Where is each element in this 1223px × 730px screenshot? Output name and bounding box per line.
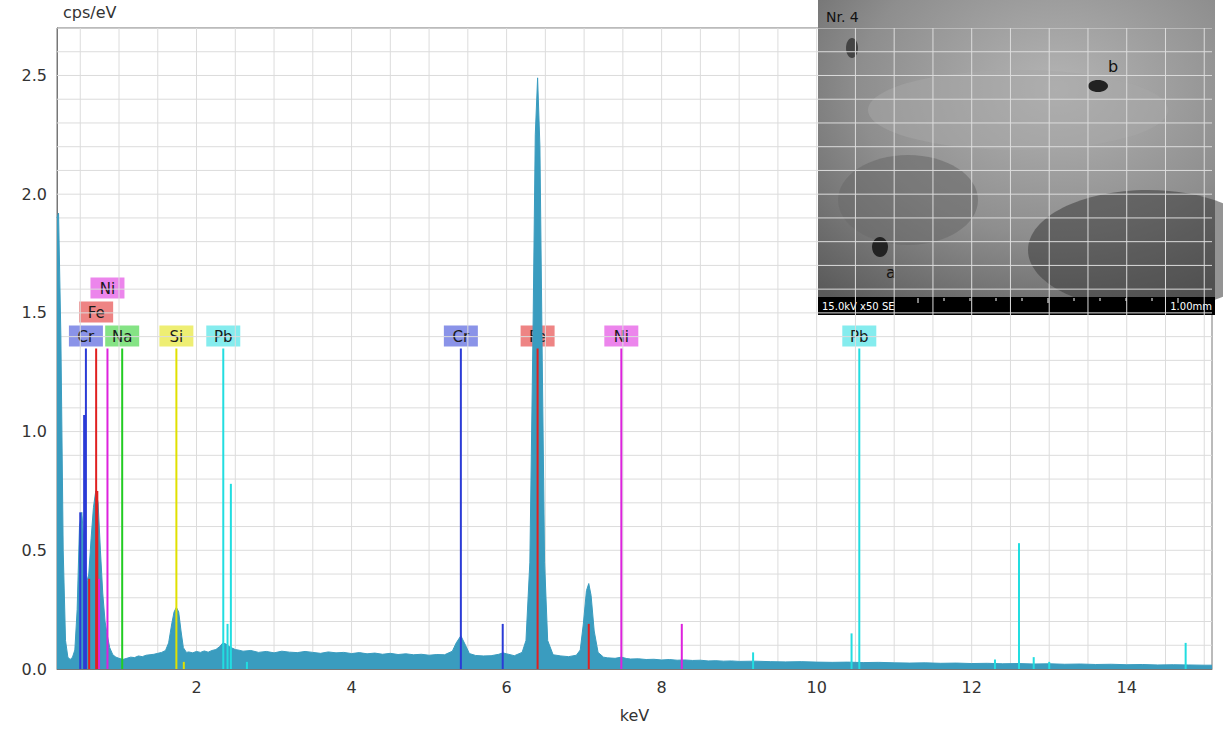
svg-text:Pb: Pb <box>214 327 233 346</box>
svg-text:b: b <box>1108 57 1118 76</box>
svg-text:Si: Si <box>169 327 184 346</box>
svg-text:10: 10 <box>806 678 826 697</box>
svg-text:8: 8 <box>657 678 667 697</box>
svg-text:Ni: Ni <box>613 327 629 346</box>
svg-text:4: 4 <box>346 678 356 697</box>
svg-text:2: 2 <box>191 678 201 697</box>
svg-text:14: 14 <box>1117 678 1137 697</box>
svg-text:2.5: 2.5 <box>22 66 47 85</box>
svg-text:6: 6 <box>502 678 512 697</box>
svg-text:0.0: 0.0 <box>22 660 47 679</box>
svg-text:1.0: 1.0 <box>22 422 47 441</box>
svg-text:15.0kV x50 SE: 15.0kV x50 SE <box>822 301 895 312</box>
svg-text:Fe: Fe <box>87 303 105 322</box>
svg-text:1.00mm: 1.00mm <box>1170 301 1212 312</box>
svg-text:Nr. 4: Nr. 4 <box>826 9 859 25</box>
svg-text:2.0: 2.0 <box>22 185 47 204</box>
svg-text:0.5: 0.5 <box>22 541 47 560</box>
svg-text:1.5: 1.5 <box>22 303 47 322</box>
svg-text:keV: keV <box>620 706 650 725</box>
svg-text:cps/eV: cps/eV <box>63 3 117 22</box>
svg-text:Pb: Pb <box>850 327 869 346</box>
svg-text:12: 12 <box>962 678 982 697</box>
svg-text:Ni: Ni <box>100 280 115 298</box>
svg-text:Na: Na <box>112 327 133 346</box>
